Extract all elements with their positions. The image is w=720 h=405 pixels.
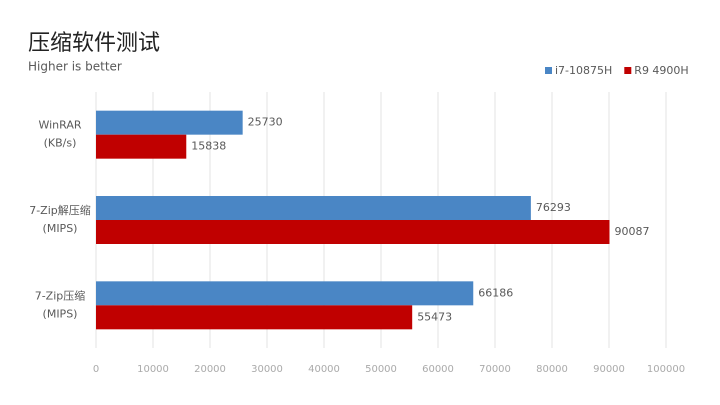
value-label: 76293: [536, 201, 571, 214]
legend-label: i7-10875H: [555, 64, 612, 77]
bar: [96, 134, 187, 159]
bar: [96, 281, 474, 306]
x-tick-label: 40000: [308, 364, 340, 375]
x-tick-label: 30000: [251, 364, 283, 375]
bar: [96, 305, 413, 330]
x-tick-label: 90000: [593, 364, 625, 375]
value-label: 15838: [191, 140, 226, 153]
value-label: 25730: [248, 116, 283, 129]
value-label: 66186: [478, 286, 513, 299]
x-tick-label: 50000: [365, 364, 397, 375]
y-tick-label: WinRAR: [38, 119, 81, 132]
bar: [96, 110, 243, 135]
chart-subtitle: Higher is better: [28, 60, 122, 74]
x-tick-label: 100000: [647, 364, 685, 375]
legend-swatch: [545, 67, 552, 74]
x-tick-label: 0: [93, 364, 99, 375]
y-tick-label: 7-Zip压缩: [35, 289, 86, 302]
y-tick-label: (KB/s): [44, 137, 77, 150]
y-tick-label: (MIPS): [43, 307, 78, 320]
bar: [96, 196, 531, 220]
legend-label: R9 4900H: [634, 64, 688, 77]
x-tick-label: 80000: [536, 364, 568, 375]
chart-title: 压缩软件测试: [28, 31, 160, 56]
value-label: 90087: [614, 225, 649, 238]
x-tick-label: 60000: [422, 364, 454, 375]
x-tick-label: 20000: [194, 364, 226, 375]
legend-swatch: [624, 67, 632, 74]
value-label: 55473: [417, 310, 452, 323]
bar: [96, 220, 610, 244]
y-tick-label: 7-Zip解压缩: [29, 203, 91, 217]
y-tick-label: (MIPS): [43, 222, 78, 235]
x-tick-label: 10000: [137, 364, 169, 375]
x-tick-label: 70000: [479, 364, 511, 375]
